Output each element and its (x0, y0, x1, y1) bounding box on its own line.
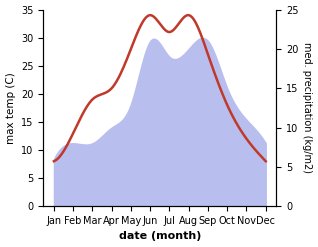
X-axis label: date (month): date (month) (119, 231, 201, 242)
Y-axis label: med. precipitation (kg/m2): med. precipitation (kg/m2) (302, 42, 313, 173)
Y-axis label: max temp (C): max temp (C) (5, 72, 16, 144)
